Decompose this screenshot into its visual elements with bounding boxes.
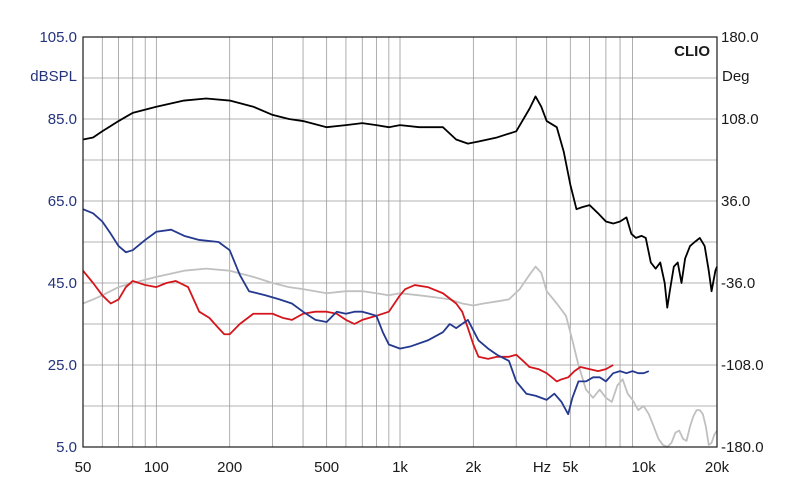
y-tick-label: 65.0	[48, 193, 77, 210]
x-tick-labels: 50 100 200 500 1k 2k 5k 10k 20k	[75, 459, 730, 476]
x-tick-label: 100	[144, 459, 169, 476]
y2-tick-label: -180.0	[721, 439, 764, 456]
brand-label: CLIO	[674, 43, 710, 60]
y-tick-label: 45.0	[48, 275, 77, 292]
series-line-4	[82, 265, 718, 448]
y2-tick-labels: 180.0 108.0 36.0 -36.0 -108.0 -180.0	[721, 29, 764, 456]
x-tick-label: 2k	[465, 459, 481, 476]
series-line-2	[82, 208, 650, 416]
x-tick-label: 200	[217, 459, 242, 476]
y-axis-label: dBSPL	[30, 68, 77, 85]
y-tick-label: 5.0	[56, 439, 77, 456]
y2-tick-label: -108.0	[721, 357, 764, 374]
plot-frame	[82, 36, 718, 448]
x-tick-label: 5k	[562, 459, 578, 476]
series-group	[82, 95, 718, 448]
y2-tick-label: -36.0	[721, 275, 755, 292]
y2-tick-label: 180.0	[721, 29, 759, 46]
x-tick-label: 1k	[392, 459, 408, 476]
y2-axis-label: Deg	[722, 68, 750, 85]
x-axis-label: Hz	[533, 459, 551, 476]
x-tick-label: 20k	[705, 459, 730, 476]
x-tick-label: 500	[314, 459, 339, 476]
grid	[83, 37, 717, 447]
x-tick-label: 50	[75, 459, 92, 476]
y2-tick-label: 36.0	[721, 193, 750, 210]
y2-tick-label: 108.0	[721, 111, 759, 128]
y-tick-label: 85.0	[48, 111, 77, 128]
x-tick-label: 10k	[632, 459, 657, 476]
y-tick-labels: 105.0 85.0 65.0 45.0 25.0 5.0	[39, 29, 77, 456]
y-tick-label: 25.0	[48, 357, 77, 374]
series-line-1	[82, 95, 718, 309]
y-tick-label: 105.0	[39, 29, 77, 46]
